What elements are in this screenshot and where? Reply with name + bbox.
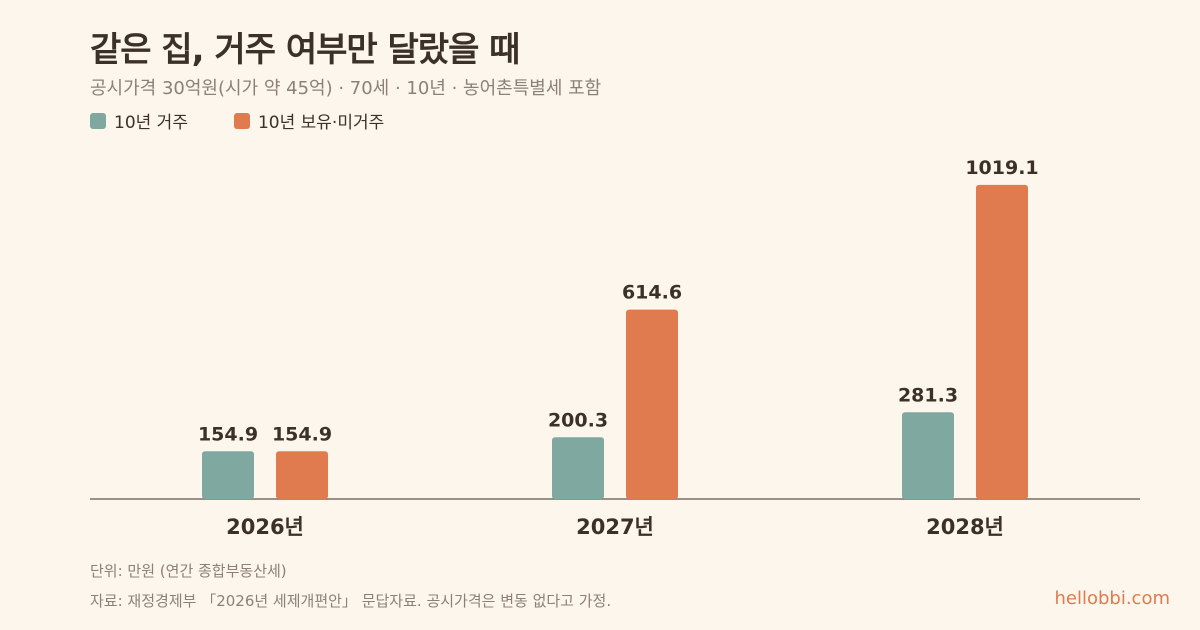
legend-swatch-nonresident xyxy=(233,112,250,129)
chart-subtitle: 공시가격 30억원(시가 약 45억) · 70세 · 10년 · 농어촌특별세… xyxy=(90,78,602,99)
legend-swatch-resident xyxy=(90,112,106,129)
bar-nonresident-2 xyxy=(976,184,1028,499)
brand-link[interactable]: hellobbi.com xyxy=(1054,588,1170,609)
x-tick-label-0: 2026년 xyxy=(226,515,304,539)
bar-nonresident-1 xyxy=(626,309,678,499)
x-tick-label-2: 2028년 xyxy=(926,515,1004,539)
data-label-nonresident-1: 614.6 xyxy=(622,282,682,304)
data-label-nonresident-0: 154.9 xyxy=(272,423,332,445)
bar-resident-2 xyxy=(902,412,954,499)
bar-nonresident-0 xyxy=(276,451,328,499)
unit-note: 단위: 만원 (연간 종합부동산세) xyxy=(90,562,287,580)
chart-title: 같은 집, 거주 여부만 달랐을 때 xyxy=(90,30,520,70)
x-tick-label-1: 2027년 xyxy=(576,515,654,539)
bar-resident-0 xyxy=(202,451,254,499)
source-note: 자료: 재정경제부 「2026년 세제개편안」 문답자료. 공시가격은 변동 없… xyxy=(90,592,612,610)
legend-item-nonresident: 10년 보유·미거주 xyxy=(233,108,385,133)
legend-label-nonresident: 10년 보유·미거주 xyxy=(257,113,385,133)
data-label-nonresident-2: 1019.1 xyxy=(965,157,1038,179)
bar-resident-1 xyxy=(552,437,604,499)
data-label-resident-1: 200.3 xyxy=(548,409,608,431)
data-label-resident-2: 281.3 xyxy=(898,384,958,406)
data-label-resident-0: 154.9 xyxy=(198,423,258,445)
legend: 10년 거주 10년 보유·미거주 xyxy=(90,108,384,133)
legend-item-resident: 10년 거주 xyxy=(90,108,188,133)
legend-label-resident: 10년 거주 xyxy=(114,113,188,133)
